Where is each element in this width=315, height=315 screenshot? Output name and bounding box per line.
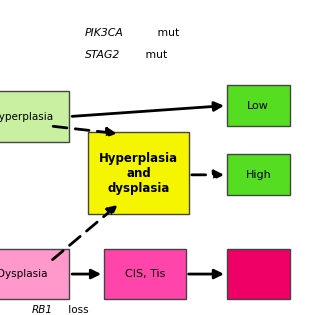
FancyBboxPatch shape [227,154,290,195]
FancyBboxPatch shape [0,91,69,142]
Text: loss: loss [65,305,88,315]
Text: mut: mut [142,50,168,60]
Text: mut: mut [154,28,179,38]
Text: CIS, Tis: CIS, Tis [125,269,165,279]
FancyBboxPatch shape [227,249,290,299]
Text: Hyperplasia
and
dysplasia: Hyperplasia and dysplasia [99,152,178,195]
Text: STAG2: STAG2 [85,50,120,60]
Text: Hyperplasia: Hyperplasia [0,112,53,122]
FancyBboxPatch shape [0,249,69,299]
FancyBboxPatch shape [104,249,186,299]
Text: Low: Low [247,100,269,111]
Text: High: High [245,170,271,180]
Text: Dysplasia: Dysplasia [0,269,47,279]
Text: RB1: RB1 [32,305,53,315]
Text: PIK3CA: PIK3CA [85,28,124,38]
FancyBboxPatch shape [88,132,189,214]
FancyBboxPatch shape [227,85,290,126]
